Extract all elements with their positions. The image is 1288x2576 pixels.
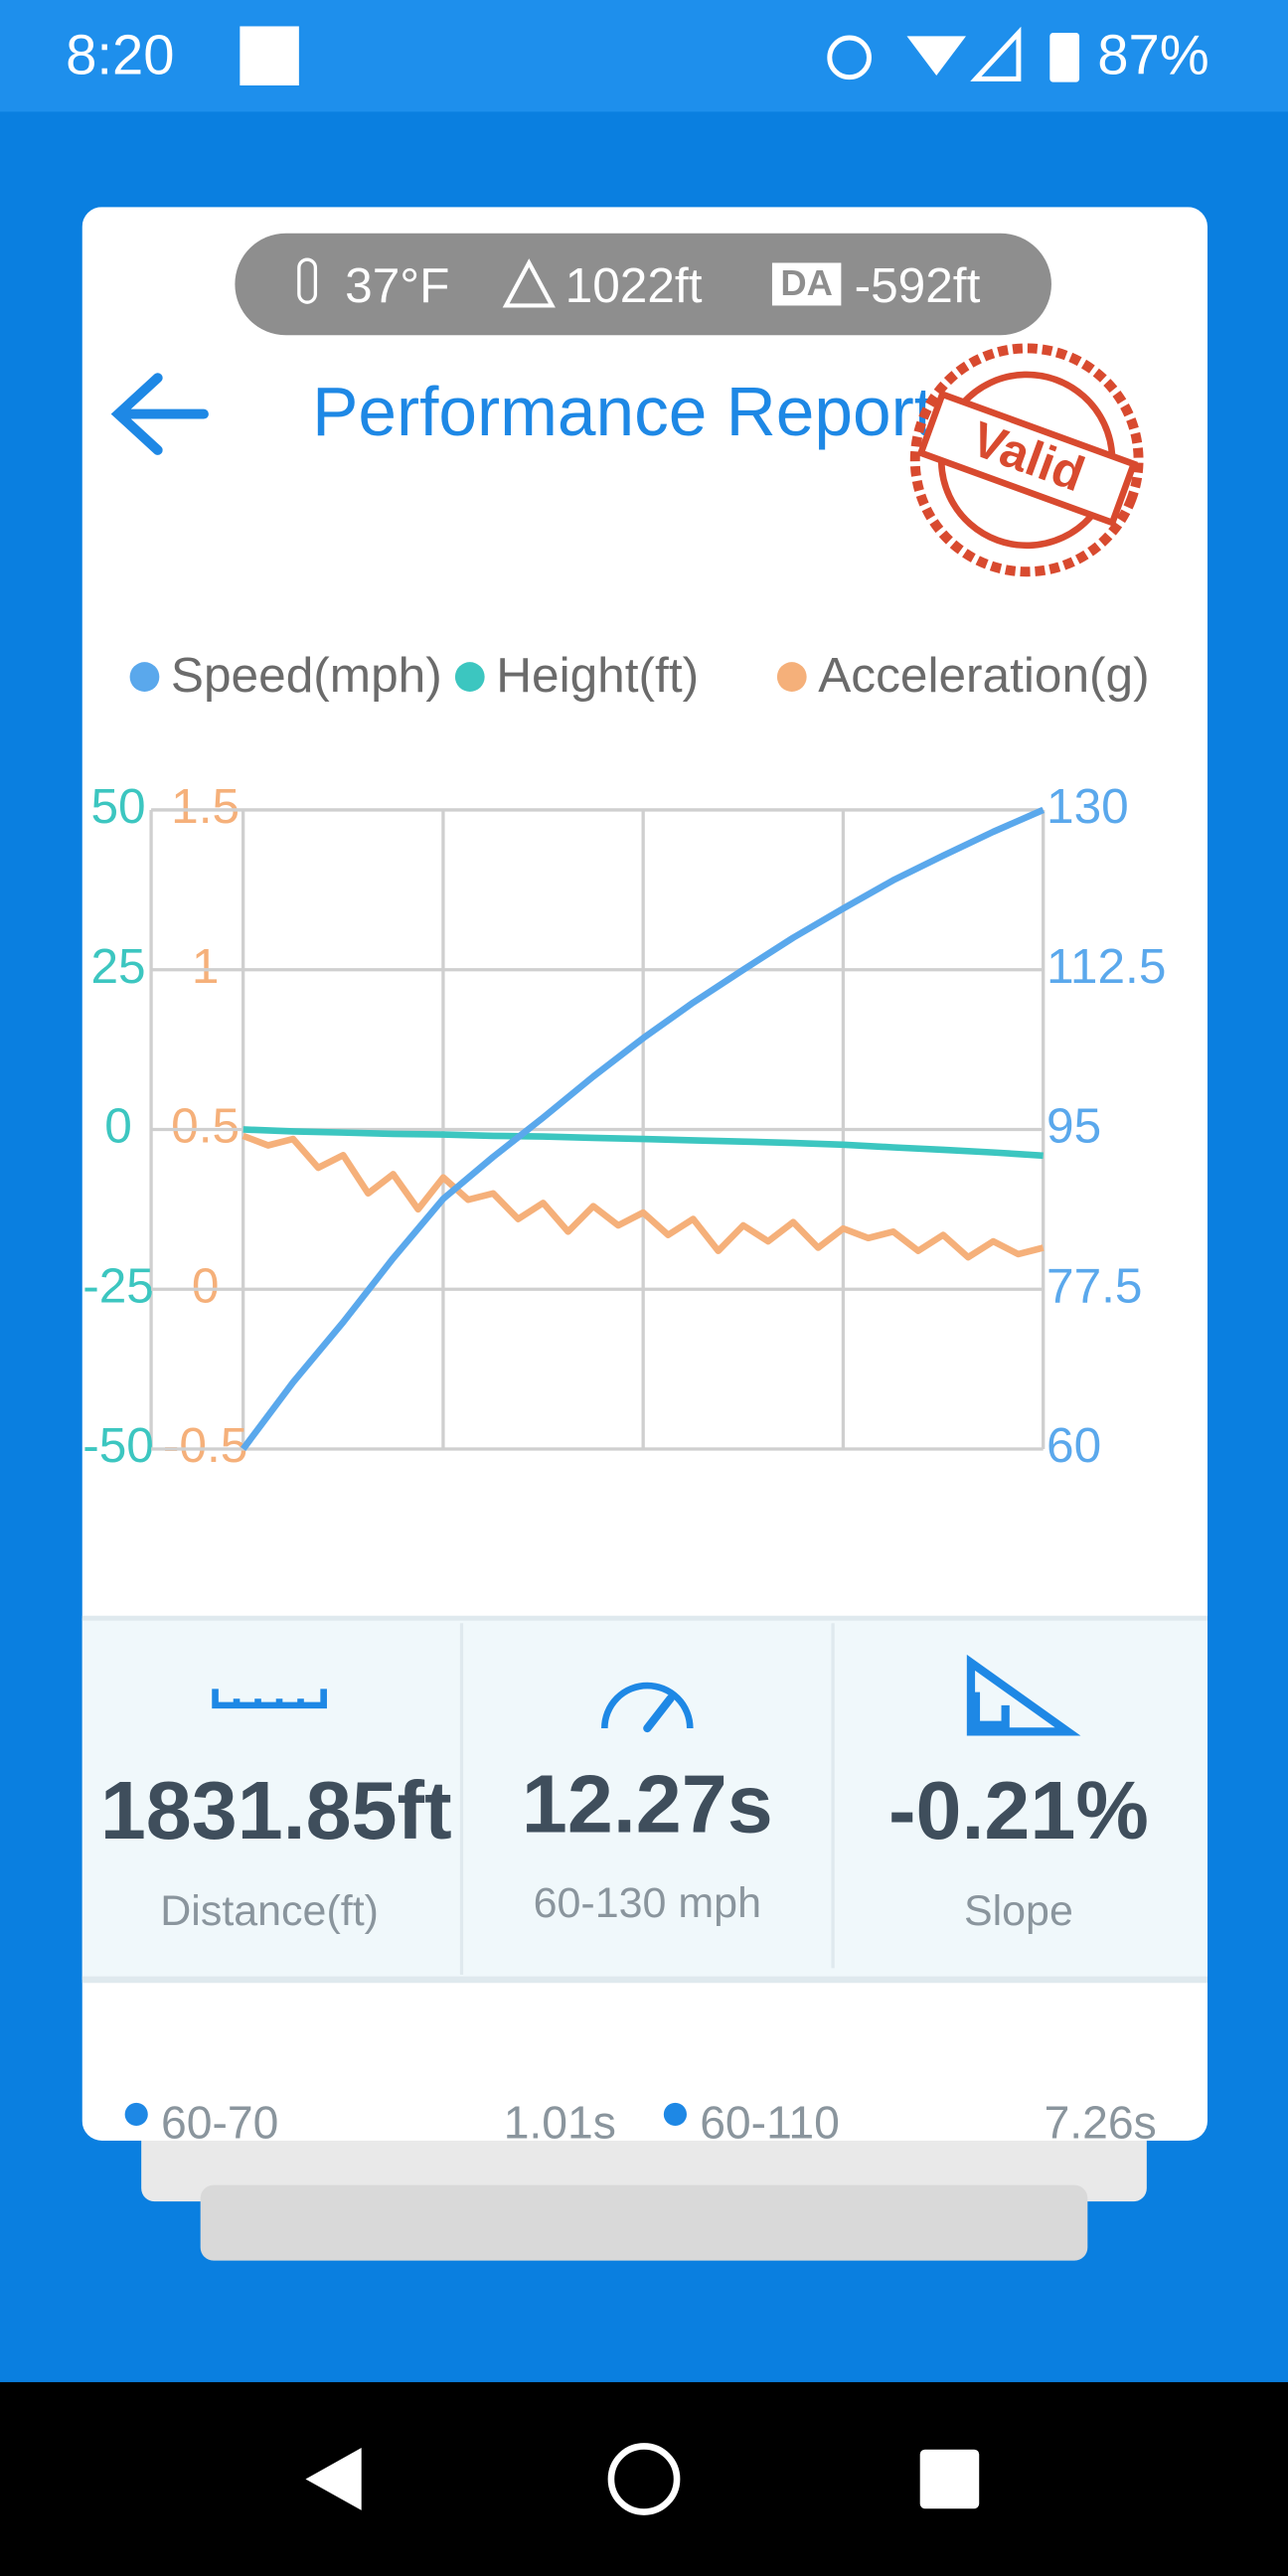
legend-marker [129,662,160,692]
stamp-ring [909,343,1144,577]
stat-value: -0.21% [888,1764,1149,1856]
thermometer-icon [297,257,318,304]
y-tick-label: 25 [90,938,145,994]
mountain-icon [502,258,556,308]
y-tick-label: 0 [104,1098,132,1154]
y-tick-label: 60 [1046,1417,1101,1473]
stat-label: 60-130 mph [534,1879,761,1927]
y-tick-label: -50 [82,1417,154,1473]
status-bar [0,0,1288,112]
temperature: 37°F [345,257,449,313]
notification-icon [240,26,299,85]
legend-marker [454,662,485,692]
y-tick-label: 0.5 [171,1098,240,1154]
card: 37°F 1022ft DA -592ft Performance Report… [81,207,1208,2148]
stats-panel [81,1618,1208,1980]
stamp-band [916,390,1139,528]
slope-icon [966,1654,1081,1736]
altitude: 1022ft [565,257,703,313]
y-tick-label: 0 [192,1257,220,1313]
y-tick-label: -0.5 [163,1417,247,1473]
split-dot [124,2102,148,2127]
y-tick-label: -25 [82,1257,154,1313]
series-line [242,1126,1044,1160]
page-title: Performance Report [312,373,933,450]
y-tick-label: 130 [1046,778,1129,834]
series-line [241,806,1046,1451]
density-altitude: -592ft [855,257,981,313]
conditions-pill [235,233,1051,336]
signal-icon [970,26,1022,81]
legend-label: Speed(mph) [171,647,442,703]
nav-home[interactable] [607,2443,681,2515]
da-icon-bg [771,262,842,306]
speedometer-needle [643,1694,675,1733]
ruler-icon [212,1689,327,1709]
nav-recents[interactable] [919,2449,980,2509]
series-line [242,1132,1045,1261]
split-range: 60-110 [700,2096,840,2148]
y-tick-label: 1.5 [171,778,240,834]
split-range: 60-70 [161,2096,278,2148]
clock: 8:20 [66,23,174,85]
battery-level: 87% [1097,23,1208,85]
split-time: 1.01s [504,2096,616,2148]
legend-label: Height(ft) [496,647,699,703]
y-tick-label: 112.5 [1046,938,1166,994]
split-dot [663,2102,687,2127]
nav-back[interactable] [305,2448,362,2510]
stat-value: 12.27s [522,1758,773,1851]
y-tick-label: 95 [1046,1098,1101,1154]
stat-label: Distance(ft) [160,1887,379,1935]
da-icon: DA [780,262,833,303]
stack-card [200,2184,1088,2261]
y-tick-label: 77.5 [1046,1257,1143,1313]
split-time: 7.26s [1045,2096,1157,2148]
stat-label: Slope [964,1887,1073,1935]
back-button[interactable] [110,373,209,455]
legend-marker [776,662,807,692]
legend-label: Acceleration(g) [818,647,1149,703]
speedometer-icon [601,1682,694,1729]
chart: -50 -25 0 25 50 -0.5 0 0.5 1 1.5 60 77.5 95 112.5 130 S… [82,647,1166,1473]
y-tick-label: 50 [90,778,145,834]
nav-bar [0,2381,1288,2576]
wifi-icon [906,36,966,77]
alarm-icon [827,35,872,80]
y-tick-label: 1 [192,938,220,994]
battery-icon [1049,33,1080,82]
stat-value: 1831.85ft [100,1764,452,1856]
